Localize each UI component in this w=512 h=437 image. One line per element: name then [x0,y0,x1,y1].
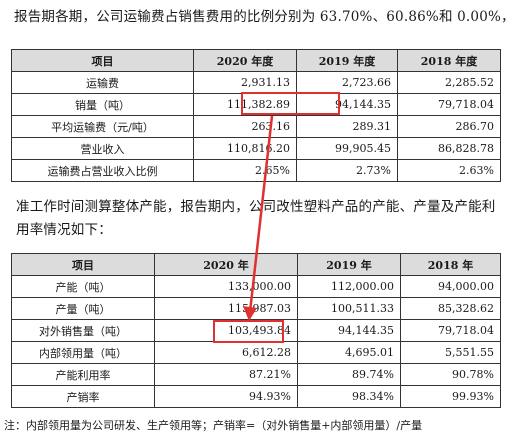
capacity-table: 项目 2020 年 2019 年 2018 年 产能（吨） 133,000.00… [11,253,501,408]
cell: 100,511.33 [297,297,401,320]
row-label: 内部领用量（吨） [11,341,155,364]
row-label: 运输费 [11,71,194,94]
cell: 2.65% [193,159,297,182]
cell: 99.93% [400,385,501,408]
cell: 2,931.13 [193,71,297,94]
table-row: 营业收入 110,816.20 99,905.45 86,828.78 [11,137,501,160]
row-label: 产销率 [11,385,155,408]
cell: 94,144.35 [297,319,401,342]
row-label: 营业收入 [11,137,194,160]
column-header: 2019 年度 [296,49,398,72]
cell: 79,718.04 [397,93,501,116]
table-row: 对外销售量（吨） 103,493.84 94,144.35 79,718.04 [11,319,501,342]
cell: 98.34% [297,385,401,408]
cell: 2.73% [296,159,398,182]
table-row: 产销率 94.93% 98.34% 99.93% [11,385,501,408]
row-label: 运输费占营业收入比例 [11,159,194,182]
cell: 79,718.04 [400,319,501,342]
transport-cost-table: 项目 2020 年度 2019 年度 2018 年度 运输费 2,931.13 … [11,49,501,182]
cell: 110,816.20 [193,137,297,160]
row-label: 产能（吨） [11,275,155,298]
table-row: 产能（吨） 133,000.00 112,000.00 94,000.00 [11,275,501,298]
column-header: 项目 [11,49,194,72]
paragraph-line: 用率情况如下： [16,222,112,238]
column-header: 2018 年度 [397,49,501,72]
cell: 94,000.00 [400,275,501,298]
sales-volume-2020-cell: 111,382.89 [193,93,297,116]
table-row: 平均运输费（元/吨） 263.16 289.31 286.70 [11,115,501,138]
cell: 112,000.00 [297,275,401,298]
intro-text: 报告期各期，公司运输费占销售费用的比例分别为 63.70%、60.86%和 0.… [14,9,512,25]
row-label: 产量（吨） [11,297,155,320]
row-label: 平均运输费（元/吨） [11,115,194,138]
table-header-row: 项目 2020 年 2019 年 2018 年 [11,253,501,276]
row-label: 对外销售量（吨） [11,319,155,342]
external-sales-2020-cell: 103,493.84 [154,319,298,342]
cell: 86,828.78 [397,137,501,160]
table-row: 运输费 2,931.13 2,723.66 2,285.52 [11,71,501,94]
table-row: 销量（吨） 111,382.89 94,144.35 79,718.04 [11,93,501,116]
cell: 2,723.66 [296,71,398,94]
cell: 2,285.52 [397,71,501,94]
table-header-row: 项目 2020 年度 2019 年度 2018 年度 [11,49,501,72]
column-header: 2020 年 [154,253,298,276]
cell: 85,328.62 [400,297,501,320]
table-row: 内部领用量（吨） 6,612.28 4,695.01 5,551.55 [11,341,501,364]
cell: 94,144.35 [296,93,398,116]
cell: 89.74% [297,363,401,386]
cell: 6,612.28 [154,341,298,364]
column-header: 2018 年 [400,253,501,276]
cell: 5,551.55 [400,341,501,364]
row-label: 销量（吨） [11,93,194,116]
table-row: 产能利用率 87.21% 89.74% 90.78% [11,363,501,386]
cell: 90.78% [400,363,501,386]
cell: 133,000.00 [154,275,298,298]
table-row: 运输费占营业收入比例 2.65% 2.73% 2.63% [11,159,501,182]
cell: 87.21% [154,363,298,386]
column-header: 项目 [11,253,155,276]
cell: 2.63% [397,159,501,182]
cell: 286.70 [397,115,501,138]
cell: 94.93% [154,385,298,408]
table-row: 产量（吨） 115,987.03 100,511.33 85,328.62 [11,297,501,320]
footnote: 注：内部领用量为公司研发、生产领用等；产销率=（对外销售量+内部领用量）/产量 [4,419,423,432]
cell: 4,695.01 [297,341,401,364]
cell: 99,905.45 [296,137,398,160]
column-header: 2019 年 [297,253,401,276]
paragraph-line: 准工作时间测算整体产能，报告期内，公司改性塑料产品的产能、产量及产能利 [16,199,496,215]
cell: 115,987.03 [154,297,298,320]
row-label: 产能利用率 [11,363,155,386]
cell: 289.31 [296,115,398,138]
column-header: 2020 年度 [193,49,297,72]
cell: 263.16 [193,115,297,138]
